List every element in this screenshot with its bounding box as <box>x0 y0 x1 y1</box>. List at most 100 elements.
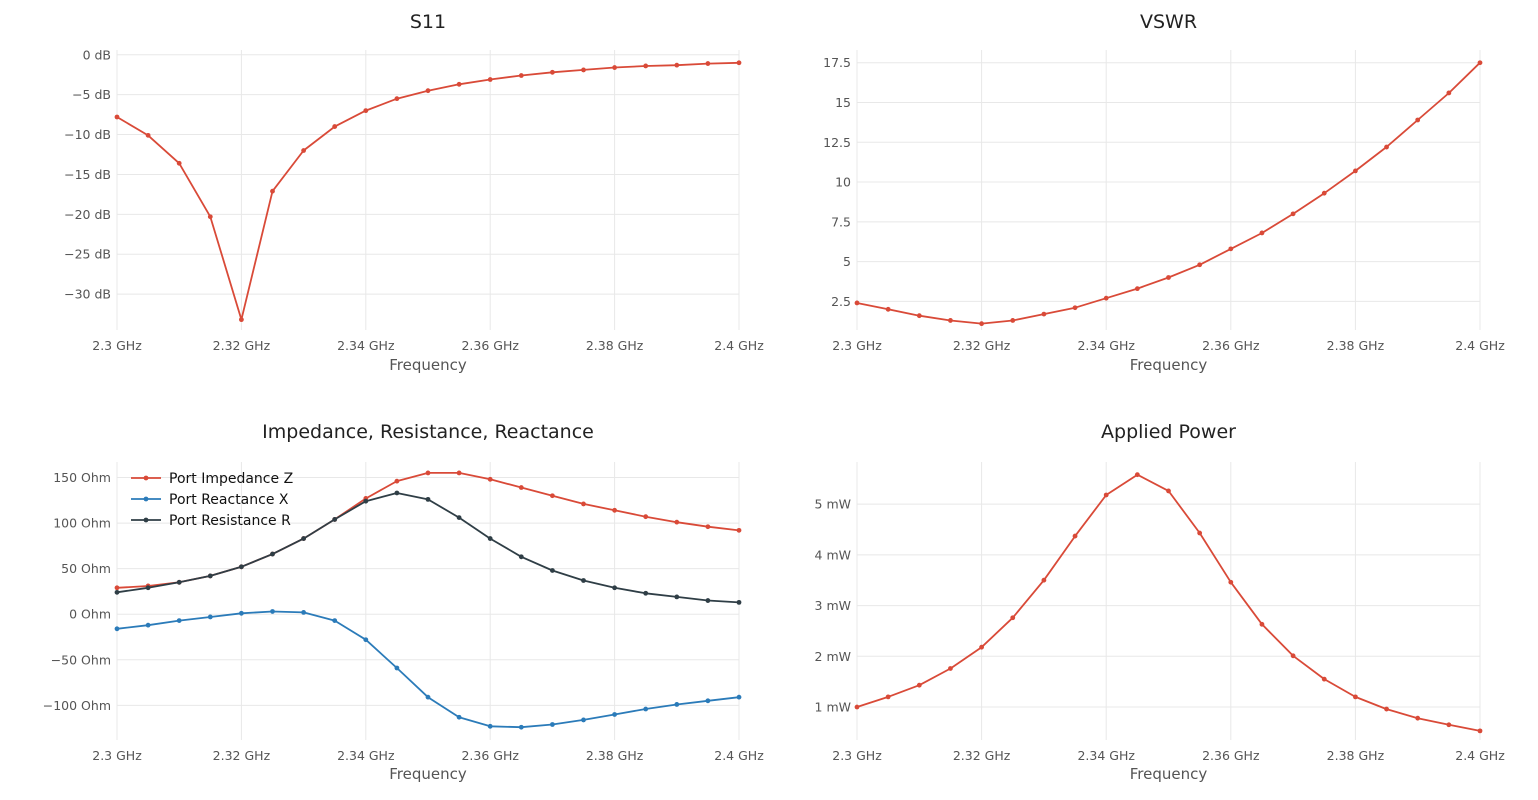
data-point <box>979 321 984 327</box>
y-tick-label: −20 dB <box>64 207 111 222</box>
chart-2: VSWR 2.3 GHz 2.32 GHz 2.34 GHz 2.36 GHz 2.38 … <box>823 11 1505 374</box>
data-point <box>643 706 649 712</box>
x-axis-label: Frequency <box>1130 765 1208 783</box>
data-point <box>1041 577 1047 583</box>
data-point <box>674 594 680 600</box>
y-tick-label: −50 Ohm <box>51 652 111 667</box>
data-point <box>270 551 275 557</box>
chart-3: Impedance, Resistance, Reactance 2.3 GHz 2… <box>43 421 764 783</box>
x-tick-label: 2.34 GHz <box>337 338 395 353</box>
data-point <box>176 579 182 585</box>
data-point <box>948 318 953 323</box>
data-point <box>885 694 891 700</box>
data-point <box>705 524 711 530</box>
data-point <box>1072 305 1078 311</box>
data-point <box>885 306 891 312</box>
data-point <box>854 300 860 306</box>
data-point <box>581 717 586 723</box>
data-point <box>705 698 711 704</box>
x-tick-label: 2.34 GHz <box>337 748 395 763</box>
chart-4: Applied Power 2.3 GHz 2.32 GHz 2.34 GHz 2.36… <box>815 421 1506 783</box>
data-point <box>1415 117 1421 123</box>
x-tick-label: 2.36 GHz <box>1202 338 1260 353</box>
data-point <box>487 77 493 82</box>
y-tick-label: 10 <box>835 175 851 190</box>
y-tick-label: 12.5 <box>823 135 851 150</box>
data-point <box>736 599 742 605</box>
data-point <box>1321 190 1327 196</box>
data-point <box>1259 230 1265 236</box>
data-point <box>363 637 369 643</box>
y-tick-label: 7.5 <box>831 214 851 229</box>
x-tick-label: 2.38 GHz <box>586 338 644 353</box>
data-point <box>1103 295 1109 301</box>
data-point <box>518 724 524 730</box>
data-point <box>114 626 120 632</box>
y-tick-label: 4 mW <box>815 547 851 562</box>
series-line <box>856 62 1481 325</box>
data-point <box>176 160 182 166</box>
data-point <box>550 722 555 727</box>
data-point <box>705 61 711 66</box>
y-tick-label: 150 Ohm <box>53 470 111 485</box>
data-point <box>332 618 338 623</box>
x-tick-label: 2.4 GHz <box>1455 748 1505 763</box>
data-point <box>332 517 338 522</box>
data-point <box>456 81 462 87</box>
x-axis-label: Frequency <box>389 356 467 374</box>
x-tick-label: 2.32 GHz <box>213 748 271 763</box>
data-point <box>1415 715 1421 721</box>
data-point <box>1041 311 1047 317</box>
legend-marker <box>143 517 149 523</box>
x-tick-label: 2.38 GHz <box>1327 338 1385 353</box>
chart-1: S11 2.3 GHz 2.32 GHz 2.34 GHz 2.36 GHz 2.38 G… <box>64 11 764 374</box>
data-point <box>363 498 369 504</box>
data-point <box>674 519 680 525</box>
data-point <box>1166 488 1171 494</box>
legend-label: Port Impedance Z <box>169 471 293 487</box>
y-tick-label: −25 dB <box>64 247 111 262</box>
data-point <box>736 527 742 533</box>
data-point <box>1290 653 1296 659</box>
data-point <box>207 214 213 220</box>
legend-label: Port Reactance X <box>169 492 289 508</box>
x-tick-label: 2.38 GHz <box>1327 748 1385 763</box>
y-tick-label: 5 <box>843 254 851 269</box>
data-point <box>1321 676 1327 682</box>
data-point <box>301 609 306 615</box>
data-point <box>612 507 617 513</box>
data-point <box>1446 722 1452 728</box>
y-tick-label: 50 Ohm <box>61 561 111 576</box>
x-tick-label: 2.36 GHz <box>461 338 519 353</box>
y-tick-label: 2 mW <box>815 649 851 664</box>
data-point <box>301 148 306 153</box>
data-point <box>550 493 555 499</box>
data-point <box>394 490 400 496</box>
x-tick-label: 2.3 GHz <box>92 748 142 763</box>
data-point <box>1228 246 1234 252</box>
data-point <box>581 501 586 507</box>
y-tick-label: 3 mW <box>815 598 851 613</box>
data-point <box>518 73 524 78</box>
x-axis-label: Frequency <box>389 765 467 783</box>
data-point <box>114 585 120 591</box>
y-tick-label: 0 dB <box>83 47 111 62</box>
legend-marker <box>143 475 149 481</box>
data-point <box>643 590 649 596</box>
x-tick-label: 2.4 GHz <box>1455 338 1505 353</box>
data-point <box>425 496 431 502</box>
series-line <box>116 61 740 321</box>
x-tick-label: 2.4 GHz <box>714 748 764 763</box>
data-point <box>239 317 244 323</box>
x-tick-label: 2.32 GHz <box>953 338 1011 353</box>
chart-title: Applied Power <box>1101 421 1236 443</box>
y-tick-label: 17.5 <box>823 55 851 70</box>
data-point <box>207 573 213 579</box>
data-point <box>581 578 586 583</box>
y-tick-label: −15 dB <box>64 167 111 182</box>
y-tick-label: 5 mW <box>815 497 851 512</box>
data-point <box>612 65 617 70</box>
data-point <box>145 585 151 591</box>
chart-title: S11 <box>410 11 446 33</box>
